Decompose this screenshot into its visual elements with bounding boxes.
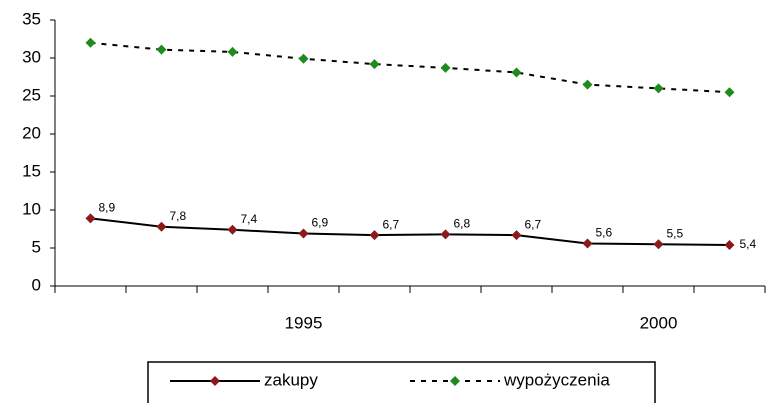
- y-tick-label: 10: [22, 199, 41, 218]
- point: [511, 230, 522, 241]
- series-line: [90, 41, 730, 94]
- point: [582, 79, 593, 90]
- point: [724, 87, 735, 98]
- y-tick-label: 5: [32, 237, 41, 256]
- x-tick-label: 2000: [640, 313, 678, 332]
- y-tick-label: 15: [22, 161, 41, 180]
- data-label: 6,7: [525, 217, 542, 231]
- point: [511, 67, 522, 78]
- point: [156, 221, 167, 232]
- legend-label: wypożyczenia: [503, 370, 610, 389]
- point: [440, 229, 451, 240]
- data-label: 6,9: [312, 216, 329, 230]
- legend-box: [147, 361, 656, 403]
- legend-marker: [210, 376, 220, 386]
- point: [440, 62, 451, 73]
- data-label: 5,5: [667, 226, 684, 240]
- legend-label: zakupy: [264, 370, 318, 389]
- y-tick-label: 30: [22, 47, 41, 66]
- point: [227, 46, 238, 57]
- data-label: 5,6: [596, 226, 613, 240]
- data-label: 6,7: [383, 217, 400, 231]
- y-tick-label: 25: [22, 85, 41, 104]
- y-tick-label: 20: [22, 123, 41, 142]
- data-label: 7,4: [241, 212, 258, 226]
- legend-marker: [450, 376, 460, 386]
- data-label: 5,4: [740, 237, 757, 251]
- data-label: 7,8: [170, 209, 187, 223]
- point: [156, 44, 167, 55]
- data-label: 8,9: [99, 201, 116, 215]
- point: [369, 59, 380, 70]
- series-line: [90, 217, 730, 246]
- point: [369, 230, 380, 241]
- point: [653, 83, 664, 94]
- point: [724, 239, 735, 250]
- point: [85, 37, 96, 48]
- point: [298, 53, 309, 64]
- point: [298, 228, 309, 239]
- point: [85, 213, 96, 224]
- x-tick-label: 1995: [285, 313, 323, 332]
- y-tick-label: 0: [32, 275, 41, 294]
- data-label: 6,8: [454, 216, 471, 230]
- y-tick-label: 35: [22, 9, 41, 28]
- point: [582, 238, 593, 249]
- point: [653, 239, 664, 250]
- point: [227, 224, 238, 235]
